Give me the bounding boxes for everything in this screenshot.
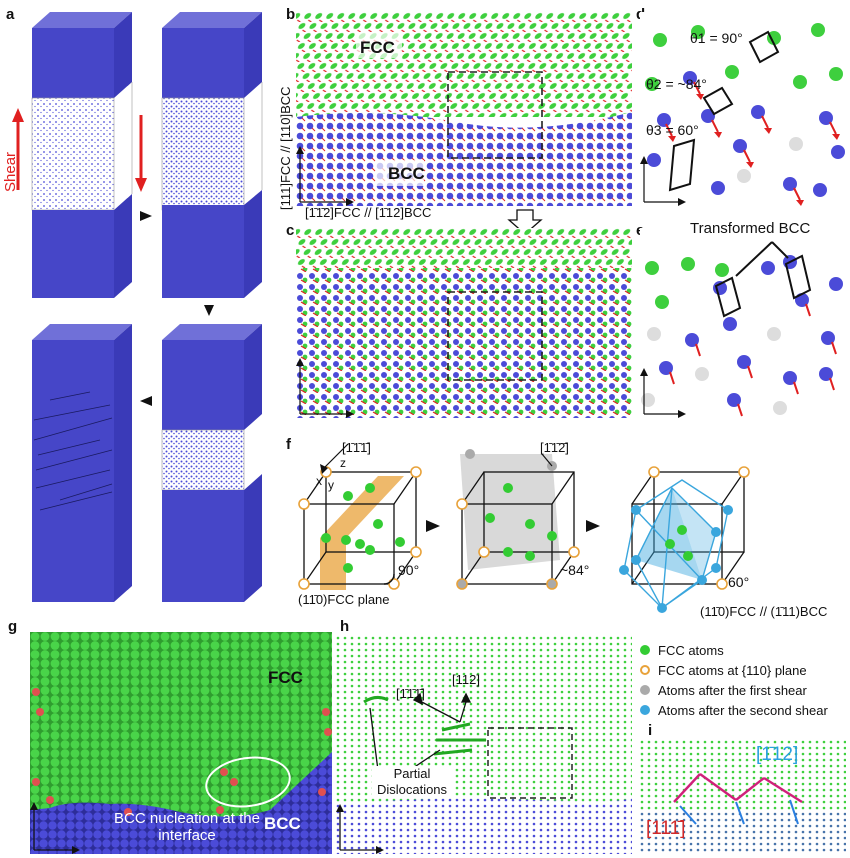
panel-i-figure — [640, 740, 846, 854]
bcc-label-b: BCC — [388, 164, 425, 183]
i-dir1-label: [1̄12] — [756, 744, 799, 765]
arrow-left-icon — [140, 396, 152, 406]
axis-z-label: z — [340, 456, 346, 470]
panel-a-label: a — [6, 6, 15, 23]
legend-swatch — [640, 685, 650, 695]
arrow-right-icon — [140, 211, 152, 221]
i-dir2-label: [111̄] — [646, 818, 686, 839]
panel-f-figure — [298, 443, 750, 613]
angle1-label: 90° — [398, 562, 420, 578]
axis-x-label: x — [316, 474, 322, 488]
shear-label: Shear — [2, 151, 19, 192]
panel-b-label: b — [286, 6, 296, 23]
legend-item: FCC atoms — [640, 640, 850, 660]
angle2-label: ~84° — [560, 562, 590, 578]
theta3-label: θ3 = 60° — [646, 122, 699, 138]
arrow-right-icon — [426, 520, 440, 532]
h-dir2-label: [112] — [452, 672, 480, 687]
legend-item: Atoms after the second shear — [640, 700, 850, 720]
panel-g-label: g — [8, 618, 18, 635]
panel-c-label: c — [286, 222, 295, 239]
plane1-label: (11̄0)FCC plane — [298, 592, 390, 607]
angle3-label: 60° — [728, 574, 750, 590]
panel-g-figure — [30, 632, 332, 854]
legend-item: Atoms after the first shear — [640, 680, 850, 700]
legend-label: FCC atoms at {110} plane — [658, 662, 807, 678]
fcc-label-g: FCC — [268, 668, 303, 687]
panel-h-figure — [336, 636, 632, 854]
arrow-right-icon — [586, 520, 600, 532]
h-dir1-label: [1̄1̄1̄] — [396, 686, 425, 701]
panel-b-figure — [296, 12, 632, 206]
orientation-x-label: [1̄1̄2]FCC // [1̄12]BCC — [305, 205, 432, 220]
fcc-cube-initial — [298, 443, 422, 590]
f-dir2-label: [1̄1̄2̄] — [540, 440, 569, 455]
box-second-shear — [161, 324, 262, 602]
panel-h-label: h — [340, 618, 350, 635]
theta1-label: θ1 = 90° — [690, 30, 743, 46]
partial-dislocations-label: Partial Dislocations — [372, 766, 452, 798]
down-hollow-arrow-icon — [507, 209, 543, 235]
legend: FCC atoms FCC atoms at {110} plane Atoms a… — [640, 640, 850, 720]
panel-a-figure — [12, 12, 263, 602]
legend-label: FCC atoms — [658, 642, 724, 658]
theta2-label: θ2 = ~84° — [646, 76, 707, 92]
f-dir1-label: [1̄1̄1̄] — [342, 440, 371, 455]
panel-d-figure — [640, 12, 846, 206]
arrow-down-icon — [204, 305, 214, 316]
legend-swatch — [640, 705, 650, 715]
shear-arrows — [12, 108, 147, 192]
box-final — [32, 324, 132, 602]
fcc-cube-first-shear — [456, 449, 580, 590]
legend-swatch — [640, 665, 650, 675]
legend-label: Atoms after the second shear — [658, 702, 828, 718]
box-initial — [31, 12, 133, 298]
bcc-label-g: BCC — [264, 814, 301, 833]
panel-e-figure — [640, 228, 846, 418]
legend-label: Atoms after the first shear — [658, 682, 807, 698]
panel-i-label: i — [648, 722, 653, 739]
plane3-label: (11̄0)FCC // (1̄11)BCC — [700, 604, 828, 619]
panel-c-figure — [296, 228, 632, 418]
axis-y-label: y — [328, 478, 334, 492]
panel-f-label: f — [286, 436, 291, 453]
legend-swatch — [640, 645, 650, 655]
transformed-bcc-label: Transformed BCC — [690, 220, 811, 237]
box-first-shear — [161, 12, 263, 298]
fcc-label-b: FCC — [360, 38, 395, 57]
nucleation-label: BCC nucleation at the interface — [114, 810, 260, 844]
legend-item: FCC atoms at {110} plane — [640, 660, 850, 680]
bcc-cube-second-shear — [619, 466, 750, 613]
orientation-y-label: [111]FCC // [110]BCC — [278, 86, 293, 210]
